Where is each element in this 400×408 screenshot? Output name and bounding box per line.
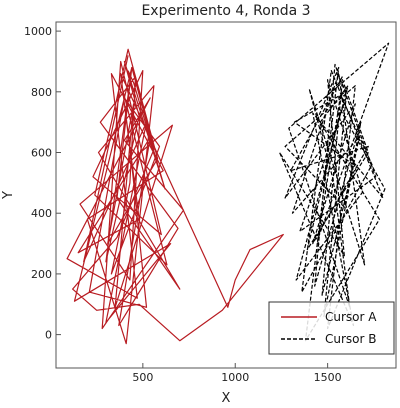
series-line-cursor-a	[66, 48, 284, 345]
y-tick-label: 200	[31, 268, 52, 281]
series-line-cursor-b	[279, 42, 390, 342]
x-tick-label: 1500	[314, 371, 342, 384]
y-tick-label: 0	[45, 329, 52, 342]
legend-box	[268, 301, 395, 355]
y-axis-label: Y	[1, 191, 16, 200]
legend: Cursor A Cursor B	[268, 301, 395, 355]
legend-label: Cursor B	[325, 332, 377, 346]
x-tick-label: 500	[132, 371, 153, 384]
axis-ticks: 500 1000 1500 0 200 400 600 800 1000	[24, 25, 342, 384]
y-tick-label: 800	[31, 86, 52, 99]
series-layer	[66, 42, 390, 345]
legend-label: Cursor A	[325, 310, 377, 324]
y-tick-label: 1000	[24, 25, 52, 38]
y-tick-label: 600	[31, 147, 52, 160]
x-axis-label: X	[222, 391, 231, 406]
plot-frame	[55, 21, 397, 369]
chart-title: Experimento 4, Ronda 3	[141, 3, 310, 19]
x-tick-label: 1000	[221, 371, 249, 384]
y-tick-label: 400	[31, 207, 52, 220]
